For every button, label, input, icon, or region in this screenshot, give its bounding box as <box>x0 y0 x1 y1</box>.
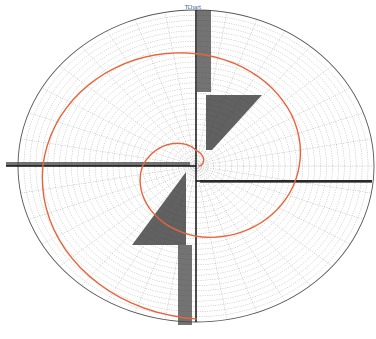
grid-spoke <box>81 46 197 167</box>
upper-label-band <box>197 10 211 92</box>
grid-spoke <box>28 165 197 220</box>
grid-spoke <box>59 65 197 167</box>
grid-spoke <box>195 165 258 313</box>
grid-spoke <box>195 65 333 167</box>
lower-left-label-band <box>132 172 186 245</box>
grid-spoke <box>195 165 333 267</box>
grid-spoke <box>164 12 197 167</box>
grid-spoke <box>164 165 197 320</box>
spiral-data-point <box>142 165 144 167</box>
grid-spoke <box>20 138 197 167</box>
grid-spoke <box>195 165 228 320</box>
grid-spoke <box>28 112 197 167</box>
grid-spoke <box>20 165 197 194</box>
spiral-data-point <box>42 165 44 167</box>
spiral-data-point <box>195 149 197 151</box>
grid-spoke <box>195 165 364 220</box>
spiral-data-point <box>298 165 300 167</box>
grid-ring <box>59 46 333 286</box>
spiral-data-point <box>195 235 197 237</box>
label-bands <box>6 10 372 325</box>
grid-ring <box>160 134 232 198</box>
grid-spoke <box>106 30 197 167</box>
polar-axes <box>6 10 372 322</box>
grid-spoke <box>195 138 372 167</box>
grid-spoke <box>195 165 311 286</box>
grid-spoke <box>195 165 372 194</box>
upper-right-label-band <box>206 95 262 150</box>
grid-ring <box>112 92 280 240</box>
grid-spoke <box>195 165 286 302</box>
spiral-series-line <box>41 52 302 320</box>
spiral-data-point <box>195 53 197 55</box>
lower-label-band <box>178 245 192 325</box>
grid-spoke <box>195 112 364 167</box>
grid-spoke <box>195 12 228 167</box>
spiral-data-point <box>195 318 197 320</box>
grid-spoke <box>134 19 197 167</box>
series-layer <box>41 52 302 320</box>
spiral-data-point <box>198 165 201 167</box>
chart-title: TChart <box>184 5 202 11</box>
left-label-band <box>6 162 190 166</box>
grid-spoke <box>59 165 197 267</box>
